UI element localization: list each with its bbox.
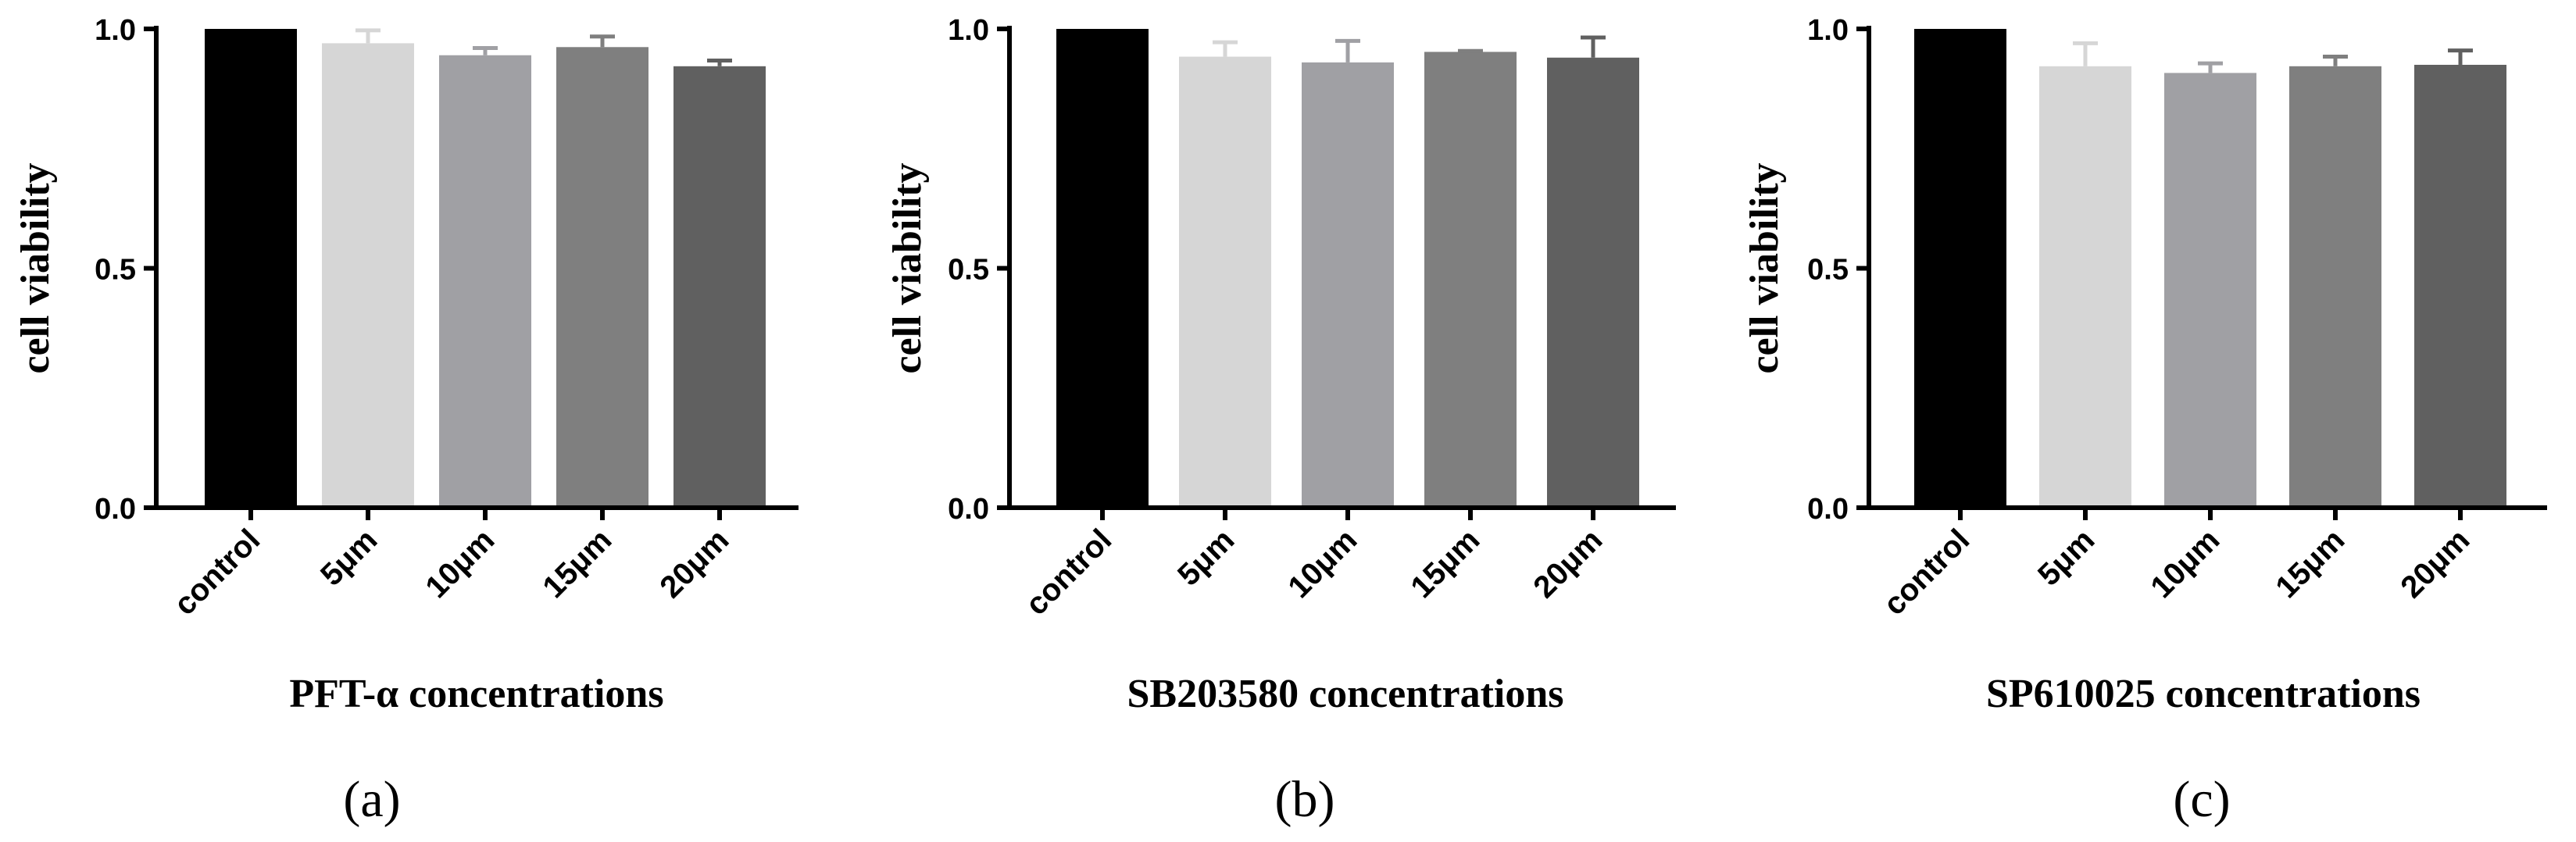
x-tick-label: 15μm bbox=[536, 523, 618, 605]
chart-panel-1: 0.0 0.5 1.0 control 5μm 10μm 15μm 20μm cell viab… bbox=[13, 14, 799, 828]
error-bar bbox=[1213, 40, 1238, 57]
bar-10μm bbox=[1302, 62, 1394, 508]
y-axis-label: cell viability bbox=[13, 162, 58, 373]
error-bar bbox=[1581, 35, 1606, 58]
y-tick-label: 0.0 bbox=[948, 493, 989, 526]
x-tick-label: 10μm bbox=[1281, 523, 1363, 605]
error-bar bbox=[2448, 48, 2473, 65]
error-bar bbox=[2198, 61, 2223, 73]
error-bar bbox=[2323, 55, 2348, 66]
bar-20μm bbox=[673, 66, 766, 508]
bar-15μm bbox=[1424, 52, 1517, 508]
x-axis-label: SP610025 concentrations bbox=[1986, 672, 2421, 716]
error-bar bbox=[707, 58, 732, 66]
x-tick-label: 20μm bbox=[653, 523, 735, 605]
bar-15μm bbox=[2289, 66, 2381, 508]
bar-10μm bbox=[2164, 73, 2256, 508]
bar-20μm bbox=[1547, 57, 1639, 508]
panel-label: (b) bbox=[1275, 771, 1335, 828]
bar-10μm bbox=[439, 55, 531, 508]
x-tick-label: 5μm bbox=[2031, 523, 2101, 592]
error-bar bbox=[355, 28, 381, 44]
bar-5μm bbox=[322, 43, 414, 508]
y-tick-label: 0.0 bbox=[95, 493, 136, 526]
x-tick-label: 10μm bbox=[419, 523, 501, 605]
chart-panel-3: 0.0 0.5 1.0 control 5μm 10μm 15μm 20μm cell viab… bbox=[1742, 14, 2547, 828]
y-axis-label: cell viability bbox=[885, 162, 930, 373]
y-tick-label: 1.0 bbox=[1807, 14, 1849, 47]
error-bar bbox=[2073, 41, 2098, 66]
panel-label: (c) bbox=[2173, 771, 2230, 828]
x-axis-label: SB203580 concentrations bbox=[1127, 672, 1564, 716]
bar-15μm bbox=[556, 47, 648, 508]
bar-5μm bbox=[2039, 66, 2131, 508]
x-tick-label: 15μm bbox=[1404, 523, 1486, 605]
bar-5μm bbox=[1179, 56, 1271, 508]
x-tick-label: control bbox=[1019, 523, 1118, 622]
x-tick-label: control bbox=[1877, 523, 1976, 622]
x-tick-label: 15μm bbox=[2269, 523, 2351, 605]
bar-control bbox=[1914, 29, 2006, 508]
y-axis-label: cell viability bbox=[1742, 162, 1787, 373]
x-tick-label: 20μm bbox=[2394, 523, 2476, 605]
bar-control bbox=[205, 29, 297, 508]
y-tick-label: 1.0 bbox=[95, 14, 136, 47]
x-tick-label: 5μm bbox=[1171, 523, 1241, 592]
panel-label: (a) bbox=[343, 771, 400, 828]
y-tick-label: 0.5 bbox=[948, 254, 989, 287]
x-tick-label: 20μm bbox=[1527, 523, 1609, 605]
error-bar bbox=[473, 46, 498, 55]
error-bar bbox=[1458, 48, 1483, 53]
chart-panel-2: 0.0 0.5 1.0 control 5μm 10μm 15μm 20μm cell viab… bbox=[885, 14, 1676, 828]
x-tick-label: 10μm bbox=[2144, 523, 2226, 605]
x-axis-label: PFT-α concentrations bbox=[289, 672, 663, 716]
error-bar bbox=[590, 34, 615, 48]
bar-20μm bbox=[2414, 64, 2506, 508]
y-tick-label: 1.0 bbox=[948, 14, 989, 47]
y-tick-label: 0.0 bbox=[1807, 493, 1849, 526]
y-tick-label: 0.5 bbox=[1807, 254, 1849, 287]
error-bar bbox=[1335, 38, 1360, 62]
bar-control bbox=[1056, 29, 1149, 508]
x-tick-label: 5μm bbox=[314, 523, 384, 592]
y-tick-label: 0.5 bbox=[95, 254, 136, 287]
x-tick-label: control bbox=[167, 523, 266, 622]
